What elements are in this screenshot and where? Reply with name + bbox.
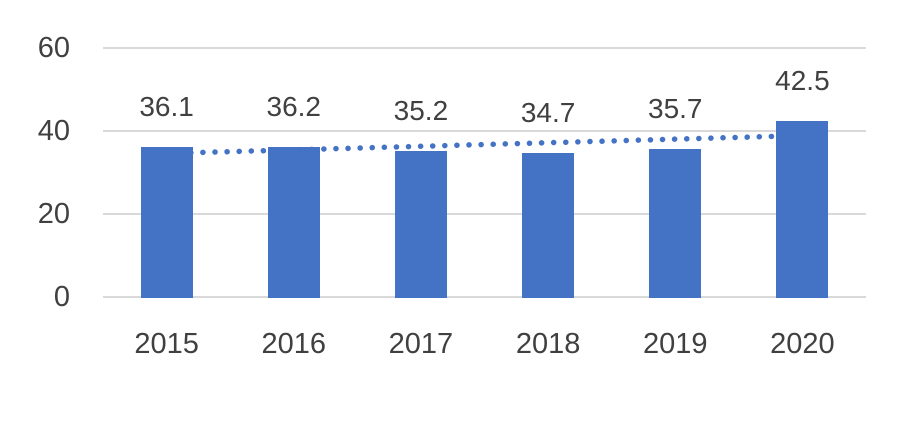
y-tick-label-40: 40 [37, 115, 70, 147]
gridline-20 [103, 213, 866, 215]
bar-2016 [267, 146, 320, 298]
y-tick-label-60: 60 [37, 32, 70, 64]
bar-2015 [140, 147, 193, 298]
trendline-dotted [163, 132, 806, 157]
data-label-2019: 35.7 [648, 92, 703, 124]
gridline-60 [103, 47, 866, 49]
gridline-40 [103, 130, 866, 132]
bar-2020 [776, 120, 829, 298]
data-label-2016: 36.2 [266, 90, 322, 122]
y-tick-label-20: 20 [37, 198, 70, 230]
x-axis-label-2015: 2015 [134, 328, 199, 360]
x-axis-label-2018: 2018 [515, 328, 581, 360]
gridline-0 [103, 296, 866, 298]
data-label-2017: 35.2 [393, 94, 449, 126]
x-axis-label-2017: 2017 [388, 328, 454, 360]
x-axis-label-2020: 2020 [770, 328, 835, 360]
x-axis-label-2016: 2016 [261, 328, 326, 360]
bar-2017 [394, 150, 447, 298]
x-axis-label-2019: 2019 [642, 328, 708, 360]
bar-2018 [522, 152, 575, 298]
y-tick-label-0: 0 [53, 281, 70, 313]
data-label-2018: 34.7 [520, 96, 576, 128]
bar-2019 [649, 148, 702, 298]
data-label-2015: 36.1 [139, 91, 194, 123]
data-label-2020: 42.5 [775, 64, 830, 96]
